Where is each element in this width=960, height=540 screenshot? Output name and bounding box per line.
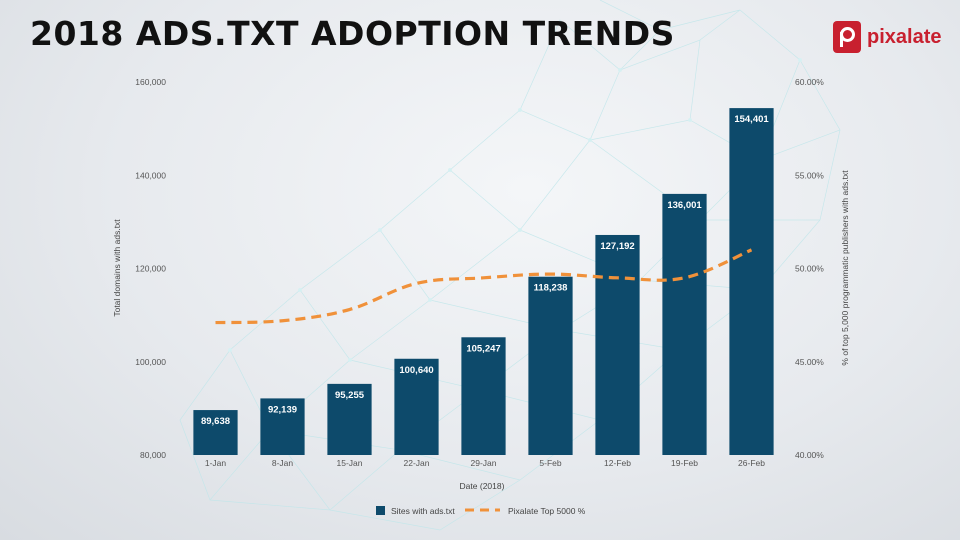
pixalate-top-5000-line [215,248,753,325]
y-tick-label: 140,000 [135,170,166,180]
x-axis-title: Date (2018) [460,481,505,491]
bar-data-label: 95,255 [335,390,365,401]
y-axis-title: Total domains with ads.txt [112,219,122,317]
bar-data-label: 127,192 [600,241,634,252]
bar-data-label: 92,139 [268,404,297,415]
y-tick-label: 100,000 [135,357,166,367]
legend-swatch-sites [376,506,385,515]
bar [394,358,439,455]
x-tick-label: 29-Jan [471,458,497,468]
x-tick-label: 19-Feb [671,458,698,468]
bar-data-label: 89,638 [201,416,230,427]
bar-data-label: 118,238 [534,283,568,294]
x-tick-label: 8-Jan [272,458,294,468]
bar [528,276,573,455]
bar [729,108,774,455]
bar-data-label: 105,247 [466,343,500,354]
page-title: 2018 ADS.TXT ADOPTION TRENDS [30,14,675,53]
y2-tick-label: 50.00% [795,264,824,274]
x-tick-label: 5-Feb [539,458,561,468]
bar [260,398,305,455]
y2-axis-title: % of top 5,000 programmatic publishers w… [840,170,850,366]
chart-legend: Sites with ads.txt Pixalate Top 5000 % [376,506,586,516]
legend-label-pixalate: Pixalate Top 5000 % [508,506,586,516]
x-tick-label: 15-Jan [337,458,363,468]
y-tick-label: 120,000 [135,264,166,274]
y2-tick-label: 40.00% [795,450,824,460]
y-tick-label: 80,000 [140,450,166,460]
x-tick-label: 12-Feb [604,458,631,468]
bar [662,193,707,456]
y2-tick-label: 55.00% [795,170,824,180]
x-tick-label: 1-Jan [205,458,227,468]
x-tick-label: 26-Feb [738,458,765,468]
pixalate-logo: pixalate [833,20,941,54]
legend-label-sites: Sites with ads.txt [391,506,455,516]
y2-tick-label: 60.00% [795,77,824,87]
y-tick-label: 160,000 [135,77,166,87]
pixalate-logo-icon [833,21,861,53]
bar [461,337,506,455]
bar-data-label: 154,401 [734,114,769,125]
y2-tick-label: 45.00% [795,357,824,367]
bar-data-label: 100,640 [399,365,433,376]
bar [327,383,372,455]
logo-text: pixalate [867,25,942,48]
x-tick-label: 22-Jan [404,458,430,468]
bar [595,234,640,455]
bar [193,410,238,455]
bar-data-label: 136,001 [667,200,702,211]
